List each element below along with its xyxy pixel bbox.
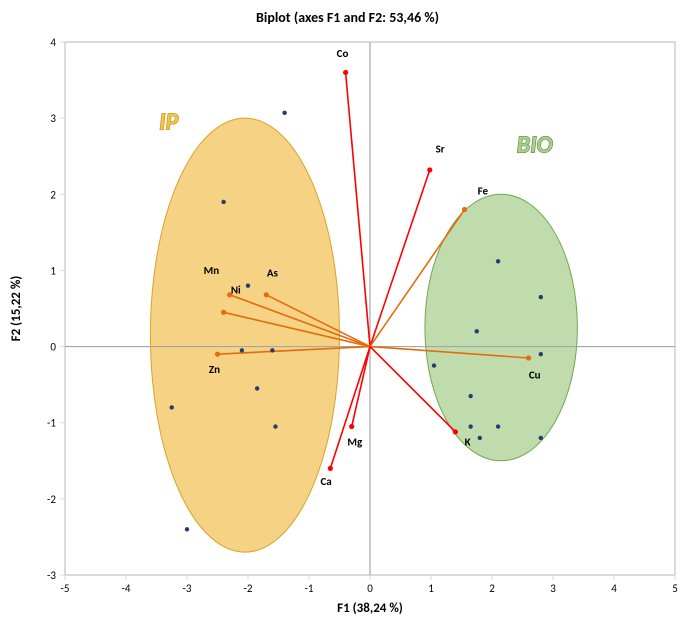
loading-vector-tip-mg [349,424,354,429]
chart-title: Biplot (axes F1 and F2: 53,46 %) [0,9,695,26]
loading-vector-tip-co [343,70,348,75]
score-point [282,111,286,115]
score-point [270,348,274,352]
loading-vector-tip-ca [328,466,333,471]
score-point [496,424,500,428]
x-tick-label: -1 [305,582,314,595]
x-tick-label: -2 [244,582,253,595]
loading-vector-tip-k [453,429,458,434]
loading-vector-label-k: K [465,436,471,449]
loading-vector-label-fe: Fe [478,184,489,197]
y-tick-label: 2 [50,188,56,201]
y-axis-label: F2 (15,22 %) [9,276,24,342]
score-point [478,436,482,440]
loading-vector-label-co: Co [337,47,349,60]
y-tick-label: 1 [50,264,56,277]
x-tick-label: -3 [183,582,192,595]
group-label-bio: BIO [517,130,553,159]
score-point [246,283,250,287]
score-point [539,352,543,356]
loading-vector-label-as: As [267,267,279,280]
score-point [432,363,436,367]
loading-vector-label-mg: Mg [347,436,363,449]
x-tick-label: 4 [611,582,617,595]
score-point [496,259,500,263]
x-axis-label: F1 (38,24 %) [337,601,403,616]
y-tick-label: -2 [47,493,56,506]
loading-vector-label-zn: Zn [209,363,220,376]
score-point [221,200,225,204]
cluster-ellipse-ip [150,118,339,552]
x-tick-label: 3 [550,582,556,595]
loading-vector-label-cu: Cu [529,369,541,382]
y-tick-label: -1 [47,417,56,430]
x-tick-label: -4 [122,582,131,595]
score-point [170,405,174,409]
group-label-ip: IP [159,108,178,137]
y-tick-label: -3 [47,569,56,582]
y-tick-label: 0 [50,341,56,354]
loading-vector-label-sr: Sr [436,142,445,155]
score-point [273,424,277,428]
loading-vector-tip-zn [215,352,220,357]
x-tick-label: 5 [672,582,678,595]
score-point [468,424,472,428]
loading-vector-tip-as [264,292,269,297]
loading-vector-tip-sr [427,167,432,172]
loading-vector-label-mn: Mn [204,264,220,277]
loading-vector-label-ni: Ni [231,283,241,296]
loading-vector-label-ca: Ca [320,475,331,488]
biplot-chart: Biplot (axes F1 and F2: 53,46 %) -5-4-3-… [0,0,695,622]
x-tick-label: 0 [367,582,373,595]
x-tick-label: -5 [61,582,70,595]
x-tick-label: 2 [489,582,495,595]
score-point [539,295,543,299]
loading-vector-tip-cu [526,355,531,360]
x-tick-label: 1 [428,582,434,595]
loading-vector-tip-ni [221,310,226,315]
loading-vector-tip-fe [462,207,467,212]
score-point [539,436,543,440]
y-tick-label: 4 [50,36,56,49]
plot-svg: -5 -4 -3 -2 -1 0 1 2 3 4 5 -3 -2 -1 0 1 2 3 4 Co Sr Fe As Mn Ni Z… [0,0,695,622]
score-point [468,394,472,398]
score-point [255,386,259,390]
score-point [240,348,244,352]
score-point [475,329,479,333]
y-tick-label: 3 [50,112,56,125]
score-point [185,527,189,531]
